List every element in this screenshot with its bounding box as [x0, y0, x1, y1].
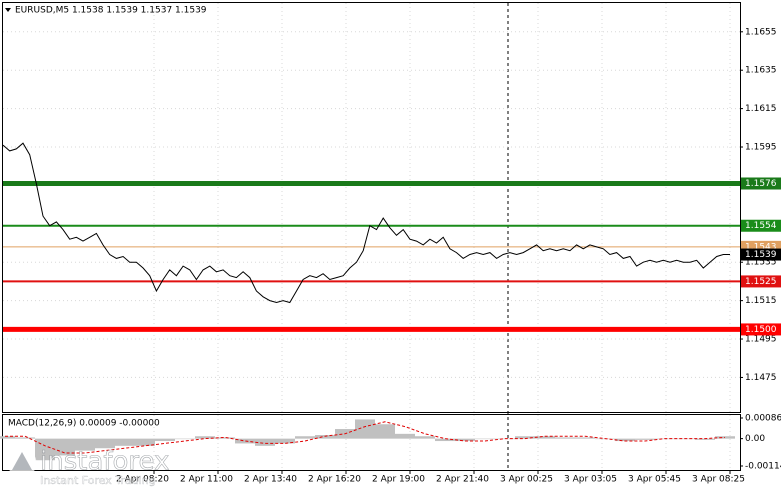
- macd-bar: [55, 438, 75, 456]
- macd-bar: [115, 438, 135, 446]
- macd-bar: [155, 438, 175, 442]
- level-label-box: [741, 219, 781, 232]
- macd-bar: [15, 437, 35, 439]
- macd-panel-border: [2, 414, 741, 471]
- x-tick-label: 2 Apr 08:20: [116, 475, 169, 485]
- macd-bar: [235, 438, 255, 444]
- watermark-tagline: Instant Forex Trading: [40, 474, 156, 487]
- macd-bar: [215, 437, 235, 439]
- macd-bar: [515, 436, 535, 439]
- watermark-brand: instaforex: [40, 447, 169, 477]
- x-tick-label: 2 Apr 16:20: [308, 475, 361, 485]
- macd-bar: [555, 437, 575, 439]
- macd-bar: [455, 438, 475, 442]
- macd-bar: [195, 436, 215, 439]
- macd-bar: [395, 433, 415, 439]
- last-price-label: 1.1539: [745, 250, 777, 260]
- level-label: 1.1500: [745, 325, 777, 335]
- y-tick-label: 1.1515: [745, 296, 777, 306]
- price-panel-border: [2, 2, 741, 413]
- macd-bar: [75, 438, 95, 451]
- level-label-box: [741, 323, 781, 336]
- macd-bar: [475, 438, 495, 440]
- level-label-box: [741, 275, 781, 288]
- macd-bar: [95, 438, 115, 449]
- y-tick-label: 1.1655: [745, 27, 777, 37]
- x-tick-label: 3 Apr 05:45: [628, 475, 681, 485]
- macd-bar: [255, 438, 275, 446]
- x-tick-label: 2 Apr 21:40: [436, 475, 489, 485]
- level-label: 1.1576: [745, 179, 777, 189]
- chart-title: EURUSD,M5 1.1538 1.1539 1.1537 1.1539: [15, 6, 207, 16]
- macd-bar: [315, 435, 335, 439]
- macd-bar: [375, 424, 395, 439]
- macd-y-tick-label: -0.00114: [745, 462, 781, 472]
- logo-mark: [12, 452, 32, 470]
- last-price-box: [741, 248, 781, 261]
- macd-bar: [275, 438, 295, 444]
- macd-bar: [535, 436, 555, 439]
- macd-bar: [175, 438, 195, 440]
- x-tick-label: 3 Apr 00:25: [500, 475, 553, 485]
- x-tick-label: 2 Apr 11:00: [180, 475, 233, 485]
- macd-bar: [35, 438, 55, 461]
- watermark: instaforex Instant Forex Trading: [7, 446, 170, 487]
- macd-y-tick-label: 0.00: [745, 434, 765, 444]
- x-tick-label: 3 Apr 03:05: [564, 475, 617, 485]
- macd-bar: [295, 436, 315, 439]
- x-tick-label: 2 Apr 19:00: [372, 475, 425, 485]
- macd-bar: [615, 438, 635, 442]
- x-tick-label: 2 Apr 13:40: [244, 475, 297, 485]
- grid: [3, 3, 740, 470]
- y-tick-label: 1.1535: [745, 258, 777, 268]
- y-tick-label: 1.1595: [745, 143, 777, 153]
- ask-label: 1.1543: [745, 242, 777, 252]
- level-label-box: [741, 177, 781, 190]
- macd-bar: [435, 438, 455, 442]
- marks: 1.1655 1.1635 1.1615 1.1595 1.1535 1.1515 1.14…: [0, 27, 781, 485]
- macd-title: MACD(12,26,9) 0.00009 -0.00000: [8, 419, 160, 429]
- macd-bar: [0, 436, 15, 439]
- y-tick-label: 1.1615: [745, 104, 777, 114]
- macd-bar: [635, 438, 655, 440]
- x-tick-label: 3 Apr 08:25: [692, 475, 745, 485]
- level-label: 1.1554: [745, 221, 777, 231]
- macd-bar: [575, 437, 595, 439]
- level-label: 1.1525: [745, 277, 777, 287]
- y-tick-label: 1.1635: [745, 66, 777, 76]
- macd-bar: [355, 419, 375, 439]
- y-tick-label: 1.1495: [745, 335, 777, 345]
- macd-bar: [695, 438, 715, 440]
- macd-bar: [135, 438, 155, 446]
- menu-arrow: [5, 8, 11, 12]
- y-tick-label: 1.1475: [745, 373, 777, 383]
- price-line: [2, 142, 730, 304]
- macd-y-tick-label: 0.00086: [745, 414, 781, 424]
- macd-bar: [415, 436, 435, 439]
- signal-line: [5, 421, 726, 454]
